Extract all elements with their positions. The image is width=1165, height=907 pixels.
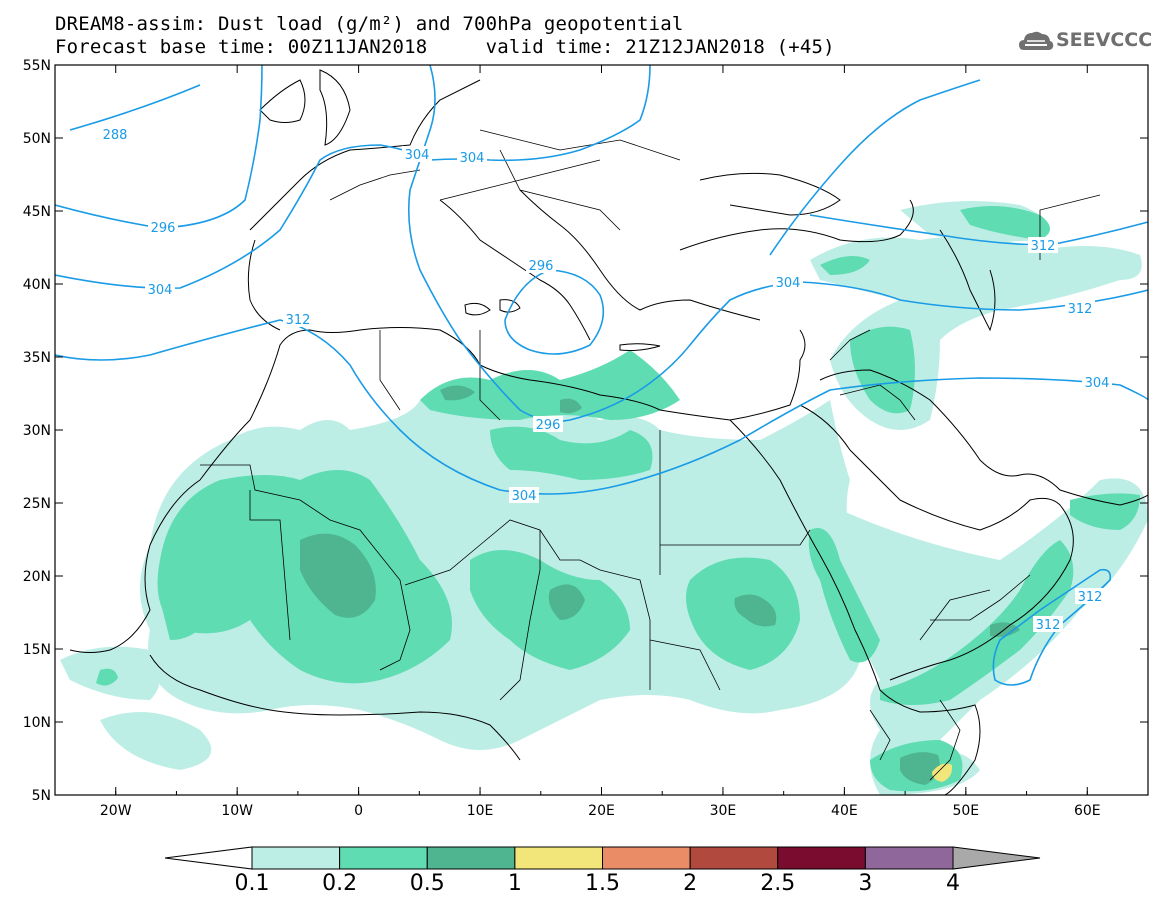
contour-label: 296	[529, 259, 554, 274]
contour-labels: 288 296 304 312 304 304 296 296 304 304 312 304 312 3…	[100, 126, 1112, 633]
map-title: DREAM8-assim: Dust load (g/m²) and 700hP…	[55, 13, 684, 35]
colorbar-label: 0.1	[235, 871, 270, 896]
lat-label: 55N	[23, 58, 51, 74]
lon-label: 50E	[952, 803, 979, 819]
colorbar-label: 2	[683, 871, 697, 896]
lat-label: 5N	[32, 788, 51, 804]
contour-label: 304	[405, 148, 430, 163]
dust-layer-dark	[300, 385, 1020, 785]
contour-label: 312	[1031, 239, 1056, 254]
logo-text: SEEVCCC	[1056, 29, 1153, 51]
axis-ticks: 55N 50N 45N 40N 35N 30N 25N 20N 15N 10N 5N 20W 10W 0 1…	[23, 58, 1149, 819]
contour-label-bg	[1082, 374, 1112, 390]
contour-label-bg	[283, 311, 313, 327]
lat-label: 30N	[23, 423, 51, 439]
colorbar: 0.1 0.2 0.5 1 1.5 2 2.5 3 4	[164, 846, 1041, 896]
contour-label: 312	[1078, 590, 1103, 605]
contour-label: 304	[1085, 376, 1110, 391]
colorbar-swatch	[777, 846, 866, 870]
contour-label: 296	[151, 221, 176, 236]
lon-label: 20W	[100, 803, 132, 819]
contour-label-bg	[773, 274, 803, 290]
contour-label: 304	[776, 276, 801, 291]
lat-label: 40N	[23, 277, 51, 293]
colorbar-swatch	[514, 846, 603, 870]
lon-label: 60E	[1074, 803, 1101, 819]
contour-label-bg	[1033, 616, 1063, 632]
lat-label: 50N	[23, 131, 51, 147]
contour-label-bg	[100, 126, 130, 142]
contour-label-bg	[1065, 300, 1095, 316]
colorbar-label: 0.5	[410, 871, 445, 896]
contour-label-bg	[526, 257, 556, 273]
lat-label: 25N	[23, 496, 51, 512]
colorbar-swatch	[339, 846, 428, 870]
contour-label: 312	[1036, 618, 1061, 633]
colorbar-min-arrow	[164, 846, 253, 870]
contour-label: 312	[1068, 302, 1093, 317]
lat-label: 35N	[23, 350, 51, 366]
colorbar-label: 3	[858, 871, 872, 896]
colorbar-swatch	[864, 846, 954, 870]
contour-label: 304	[512, 489, 537, 504]
lat-label: 10N	[23, 715, 51, 731]
contour-label-bg	[509, 487, 539, 503]
colorbar-label: 1.5	[585, 871, 620, 896]
lon-label: 0	[354, 803, 363, 819]
colorbar-swatch	[426, 846, 516, 870]
map-plot-area	[55, 65, 1148, 795]
lat-label: 20N	[23, 569, 51, 585]
geopotential-contours	[55, 65, 1148, 686]
coastlines	[69, 69, 1148, 795]
dust-layer-high	[932, 763, 953, 782]
map-subtitle: Forecast base time: 00Z11JAN2018 valid t…	[55, 36, 835, 58]
colorbar-swatch	[251, 846, 341, 870]
contour-label-bg	[148, 219, 178, 235]
colorbar-swatch	[602, 846, 691, 870]
lon-label: 40E	[831, 803, 858, 819]
lon-label: 20E	[588, 803, 615, 819]
country-borders	[200, 129, 1101, 781]
contour-label-bg	[457, 149, 487, 165]
colorbar-label: 2.5	[760, 871, 795, 896]
contour-label: 304	[460, 151, 485, 166]
seevccc-logo: SEEVCCC	[1018, 26, 1152, 56]
contour-label-bg	[1075, 588, 1105, 604]
lon-label: 10E	[467, 803, 494, 819]
contour-label: 288	[103, 128, 128, 143]
contour-label-bg	[1028, 237, 1058, 253]
contour-label: 312	[286, 313, 311, 328]
contour-label-bg	[402, 146, 432, 162]
colorbar-label: 1	[508, 871, 522, 896]
cloud-icon	[1019, 31, 1054, 50]
contour-label-bg	[145, 281, 175, 297]
colorbar-label: 0.2	[322, 871, 357, 896]
contour-label: 296	[536, 418, 561, 433]
lat-label: 45N	[23, 204, 51, 220]
contour-label-bg	[533, 416, 563, 432]
lon-label: 30E	[710, 803, 737, 819]
colorbar-swatch	[689, 846, 779, 870]
lat-label: 15N	[23, 642, 51, 658]
colorbar-label: 4	[946, 871, 960, 896]
contour-label: 304	[148, 283, 173, 298]
colorbar-max-arrow	[952, 846, 1041, 870]
lon-label: 10W	[221, 803, 253, 819]
